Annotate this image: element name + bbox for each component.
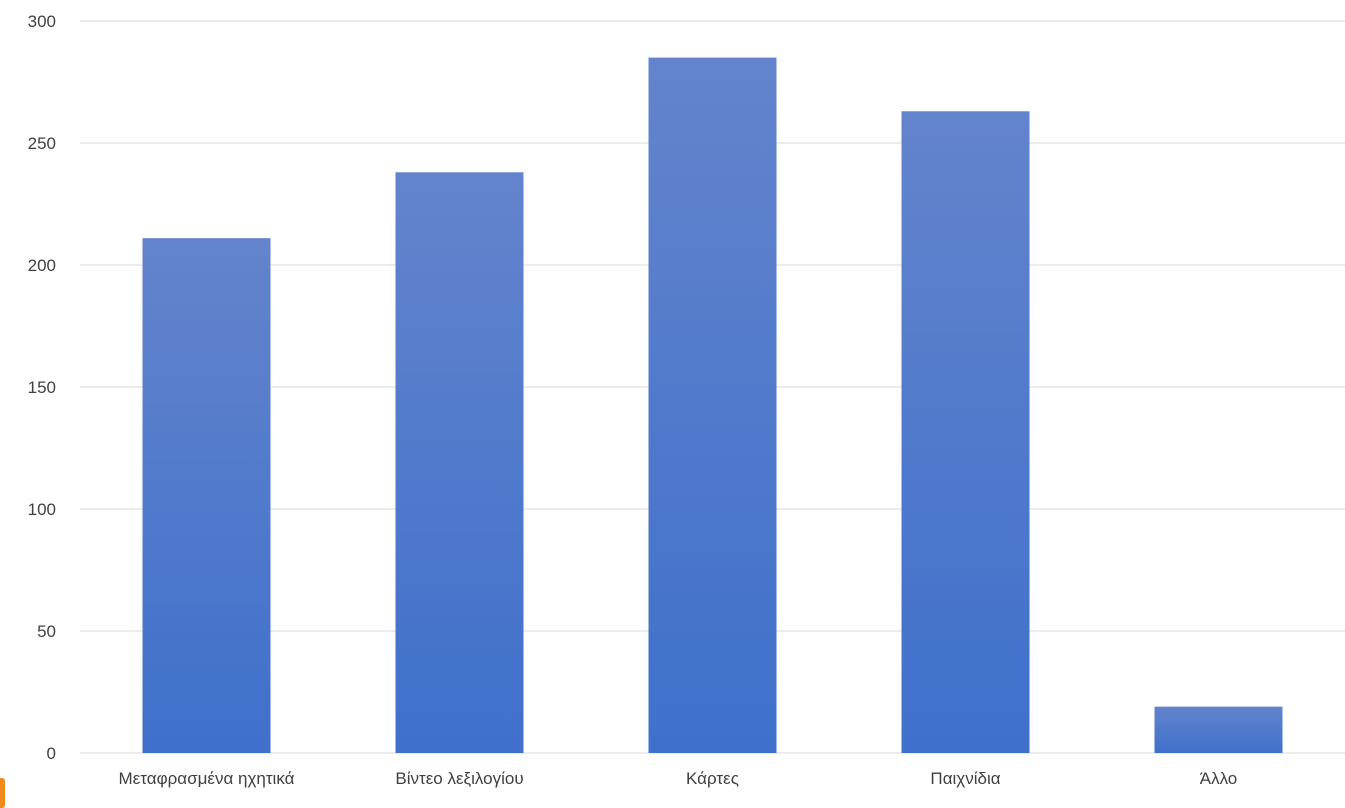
bar-4	[901, 111, 1030, 753]
y-tick-label-250: 250	[28, 134, 56, 153]
edge-accent-mark	[0, 778, 5, 808]
x-category-label-4: Παιχνίδια	[930, 769, 1000, 788]
x-category-label-3: Κάρτες	[686, 769, 739, 788]
y-tick-label-100: 100	[28, 500, 56, 519]
bar-2	[395, 172, 524, 753]
x-category-label-1: Μεταφρασμένα ηχητικά	[119, 769, 295, 788]
y-tick-label-0: 0	[47, 744, 56, 763]
bars	[142, 57, 1283, 754]
y-tick-label-200: 200	[28, 256, 56, 275]
x-category-label-2: Βίντεο λεξιλογίου	[395, 769, 523, 788]
bar-1	[142, 238, 271, 753]
y-axis-ticks: 0 50 100 150 200 250 300	[28, 12, 56, 763]
x-axis-labels: Μεταφρασμένα ηχητικά Βίντεο λεξιλογίου Κάρ…	[119, 769, 1238, 788]
y-tick-label-150: 150	[28, 378, 56, 397]
y-tick-label-300: 300	[28, 12, 56, 31]
x-category-label-5: Άλλο	[1200, 769, 1238, 788]
bar-5	[1154, 706, 1283, 753]
bar-3	[648, 57, 777, 754]
y-tick-label-50: 50	[37, 622, 56, 641]
